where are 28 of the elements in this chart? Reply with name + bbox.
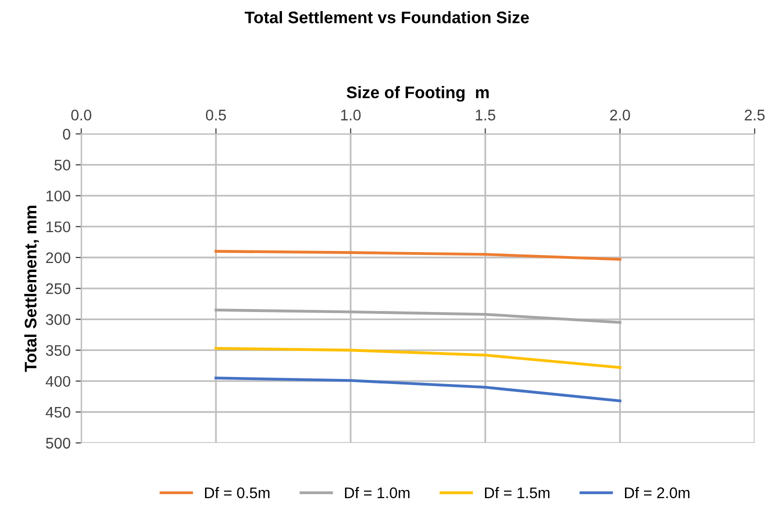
x-tick-label: 2.5 — [744, 110, 765, 120]
y-tick-label: 300 — [46, 314, 70, 325]
x-axis-title: Size of Footing m — [346, 86, 489, 102]
legend-label: Df = 1.0m — [345, 487, 410, 498]
x-tick-label: 1.5 — [476, 110, 496, 120]
y-axis-title: Total Settlement, mm — [24, 206, 39, 372]
y-tick-label: 50 — [54, 160, 70, 170]
legend-label: Df = 1.5m — [485, 487, 550, 498]
y-tick-label: 200 — [46, 252, 70, 264]
line-series — [214, 346, 622, 369]
y-tick-label: 350 — [46, 345, 70, 356]
x-tick-label: 2.0 — [610, 110, 630, 120]
y-tick-label: 450 — [46, 406, 70, 418]
legend-label: Df = 0.5m — [205, 487, 270, 498]
y-tick-label: 150 — [46, 221, 70, 232]
x-tick-label: 0.5 — [206, 110, 226, 120]
y-tick-label: 0 — [62, 128, 70, 140]
y-tick-label: 500 — [46, 438, 70, 449]
y-tick-label: 250 — [46, 283, 70, 294]
line-series — [214, 308, 622, 324]
legend-label: Df = 2.0m — [624, 487, 690, 498]
y-tick-label: 400 — [46, 376, 70, 387]
x-tick-label: 1.0 — [341, 110, 361, 120]
line-series — [214, 250, 622, 261]
x-tick-label: 0.0 — [71, 110, 92, 120]
line-series — [214, 376, 622, 402]
chart-title: Total Settlement vs Foundation Size — [244, 11, 529, 24]
y-tick-label: 100 — [46, 190, 70, 202]
